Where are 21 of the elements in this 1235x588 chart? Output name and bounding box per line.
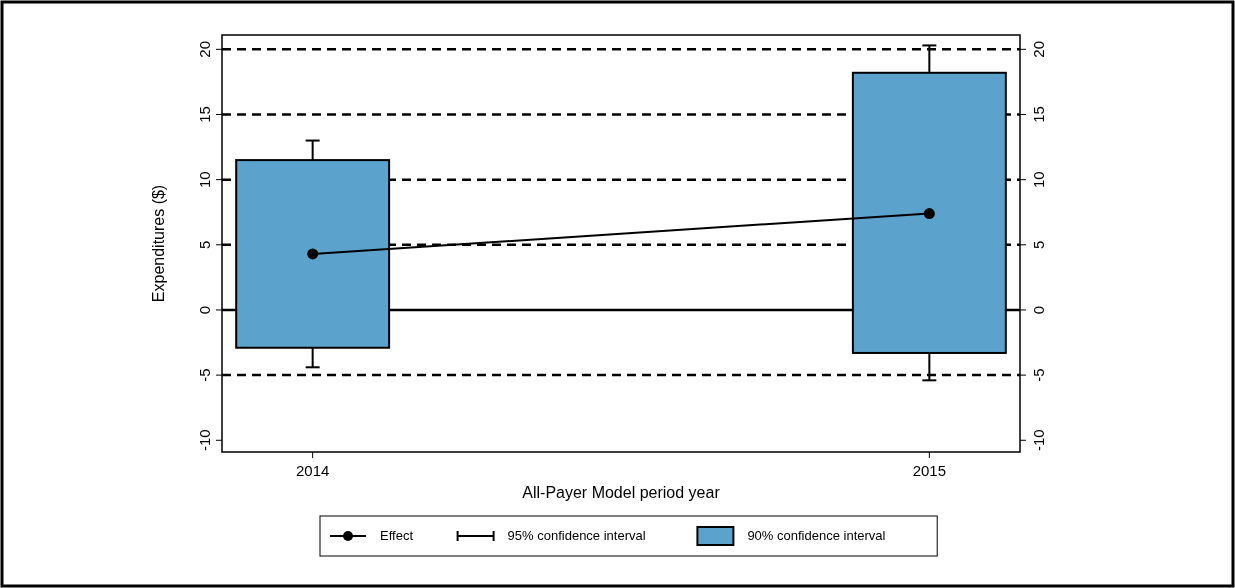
x-tick-label: 2015	[912, 462, 947, 479]
y2-tick-label: 0	[1030, 305, 1047, 315]
y2-tick-label: -5	[1030, 368, 1047, 382]
y-tick-label: -10	[196, 429, 213, 452]
y-tick-label: 10	[196, 171, 213, 188]
y2-tick-label: 10	[1030, 171, 1047, 188]
y-tick-label: 20	[196, 40, 213, 58]
y-tick-label: 5	[196, 240, 213, 249]
y-tick-label: 15	[196, 106, 213, 123]
y-tick-label: -5	[196, 368, 213, 382]
y-axis-title: Expenditures ($)	[150, 184, 167, 303]
x-tick-label: 2014	[295, 462, 330, 479]
y-tick-label: 0	[196, 305, 213, 315]
text: 95% confidence interval	[507, 528, 646, 543]
x-axis-title: All-Payer Model period year	[522, 484, 721, 501]
legend-label: Effect	[380, 528, 414, 543]
y2-tick-label: -10	[1030, 429, 1047, 452]
y2-tick-label: 5	[1030, 240, 1047, 249]
y2-tick-label: 20	[1030, 40, 1047, 58]
y2-tick-label: 15	[1030, 106, 1047, 123]
legend-label: 90% confidence interval	[747, 528, 886, 543]
